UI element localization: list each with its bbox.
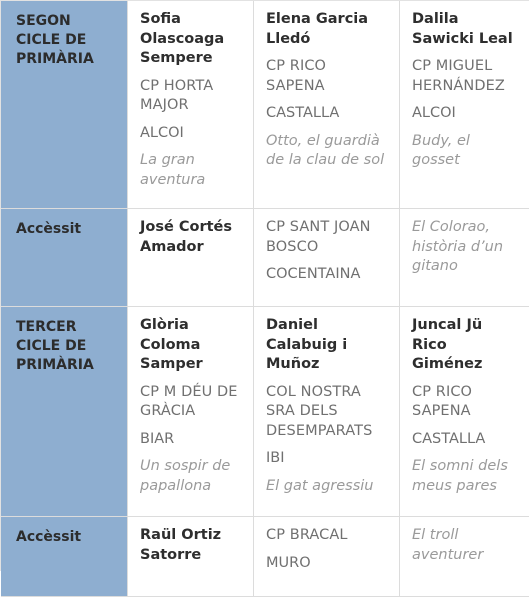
accessit-school-cell: CP SANT JOAN BOSCO COCENTAINA xyxy=(254,209,400,307)
story-title: Budy, el gosset xyxy=(412,132,470,169)
winner-cell: Daniel Calabuig i Muñoz COL NOSTRA SRA D… xyxy=(254,307,400,517)
student-name: Dalila Sawicki Leal xyxy=(412,11,513,47)
winner-cell: Elena Garcia Lledó CP RICO SAPENA CASTAL… xyxy=(254,1,400,209)
category-cell: SEGON CICLE DE PRIMÀRIA xyxy=(1,1,128,209)
category-label: TERCER CICLE DE PRIMÀRIA xyxy=(16,319,94,373)
accessit-title-cell: El Colorao, història d’un gitano xyxy=(400,209,529,307)
town-name: COCENTAINA xyxy=(266,266,361,282)
story-title: El troll aventurer xyxy=(412,527,484,563)
winner-cell: Juncal Jü Rico Giménez CP RICO SAPENA CA… xyxy=(400,307,529,517)
story-title: Otto, el guardià de la clau de sol xyxy=(266,132,385,169)
school-name: CP BRACAL xyxy=(266,527,348,543)
student-name: Sofia Olascoaga Sempere xyxy=(140,11,225,66)
school-name: CP MIGUEL HERNÁNDEZ xyxy=(412,58,505,94)
town-name: MURO xyxy=(266,554,311,571)
student-name: Juncal Jü Rico Giménez xyxy=(412,317,483,372)
winner-cell: Glòria Coloma Samper CP M DÉU DE GRÀCIA … xyxy=(128,307,254,517)
category-cell: TERCER CICLE DE PRIMÀRIA xyxy=(1,307,128,517)
town-name: CASTALLA xyxy=(412,430,486,447)
school-name: CP RICO SAPENA xyxy=(412,383,473,420)
story-title: El Colorao, història d’un gitano xyxy=(412,219,504,274)
school-name: COL NOSTRA SRA DELS DESEMPARATS xyxy=(266,383,373,439)
student-name: Raül Ortiz Satorre xyxy=(140,527,222,563)
town-name: IBI xyxy=(266,450,285,466)
town-name: ALCOI xyxy=(140,124,184,141)
student-name: José Cortés Amador xyxy=(140,219,233,255)
story-title: Un sospir de papallona xyxy=(140,458,231,494)
student-name: Elena Garcia Lledó xyxy=(266,11,369,47)
story-title: El gat agressiu xyxy=(266,477,374,494)
category-cell: Accèssit xyxy=(1,209,128,307)
school-name: CP M DÉU DE GRÀCIA xyxy=(140,383,238,420)
accessit-title-cell: El troll aventurer xyxy=(400,517,529,597)
category-cell: Accèssit xyxy=(1,517,128,597)
story-title: La gran aventura xyxy=(140,152,206,188)
accessit-name-cell: Raül Ortiz Satorre xyxy=(128,517,254,597)
story-title: El somni dels meus pares xyxy=(412,458,508,494)
winner-cell: Sofia Olascoaga Sempere CP HORTA MAJOR A… xyxy=(128,1,254,209)
school-name: CP SANT JOAN BOSCO xyxy=(266,219,371,255)
town-name: CASTALLA xyxy=(266,105,340,121)
accessit-name-cell: José Cortés Amador xyxy=(128,209,254,307)
accessit-school-cell: CP BRACAL MURO xyxy=(254,517,400,597)
school-name: CP HORTA MAJOR xyxy=(140,77,214,114)
category-label: Accèssit xyxy=(16,221,82,237)
winner-cell: Dalila Sawicki Leal CP MIGUEL HERNÁNDEZ … xyxy=(400,1,529,209)
student-name: Glòria Coloma Samper xyxy=(140,317,203,372)
student-name: Daniel Calabuig i Muñoz xyxy=(266,317,348,372)
category-label: Accèssit xyxy=(16,529,82,545)
town-name: ALCOI xyxy=(412,105,456,121)
town-name: BIAR xyxy=(140,430,175,447)
category-label: SEGON CICLE DE PRIMÀRIA xyxy=(16,13,94,67)
school-name: CP RICO SAPENA xyxy=(266,58,327,94)
